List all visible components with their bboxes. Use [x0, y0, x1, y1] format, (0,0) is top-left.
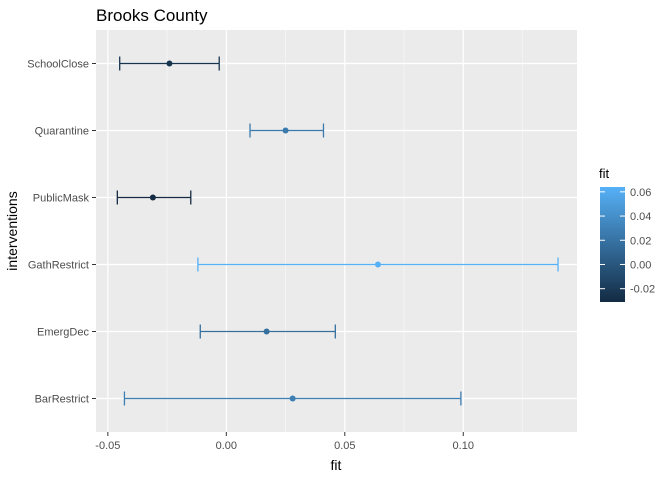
- legend-tick-label: -0.02: [630, 284, 655, 296]
- data-point: [166, 60, 173, 67]
- legend-colorbar: [600, 187, 625, 302]
- legend-tick-label: 0.06: [630, 187, 651, 199]
- x-tick-label: 0.10: [453, 440, 474, 452]
- legend-ticks: 0.06 0.04 0.02 0.00 -0.02: [600, 187, 655, 296]
- y-tick-label: PublicMask: [33, 193, 90, 205]
- chart-title: Brooks County: [96, 6, 208, 25]
- y-axis: SchoolClose Quarantine PublicMask GathRestr…: [27, 59, 96, 406]
- color-legend: fit 0.06 0.04 0.02 0.00 -0.02: [599, 166, 655, 302]
- y-axis-title: interventions: [4, 191, 20, 270]
- legend-title: fit: [599, 166, 610, 181]
- legend-tick-label: 0.02: [630, 235, 651, 247]
- data-point: [149, 194, 156, 201]
- x-axis-title: fit: [331, 457, 342, 473]
- x-tick-label: 0.05: [334, 440, 355, 452]
- plot-panel: [96, 30, 577, 432]
- y-tick-label: Quarantine: [35, 126, 89, 138]
- y-tick-label: EmergDec: [37, 327, 89, 339]
- legend-tick-label: 0.00: [630, 259, 651, 271]
- data-point: [374, 261, 381, 268]
- legend-tick-label: 0.04: [630, 211, 651, 223]
- y-tick-label: BarRestrict: [35, 394, 89, 406]
- y-tick-label: GathRestrict: [28, 260, 89, 272]
- points: [149, 60, 381, 402]
- data-point: [289, 395, 296, 402]
- data-point: [263, 328, 270, 335]
- data-point: [282, 127, 289, 134]
- x-tick-label: -0.05: [95, 440, 120, 452]
- x-tick-label: 0.00: [216, 440, 237, 452]
- minor-gridlines: [166, 30, 523, 432]
- x-axis: -0.05 0.00 0.05 0.10: [95, 432, 474, 452]
- y-tick-label: SchoolClose: [27, 59, 89, 71]
